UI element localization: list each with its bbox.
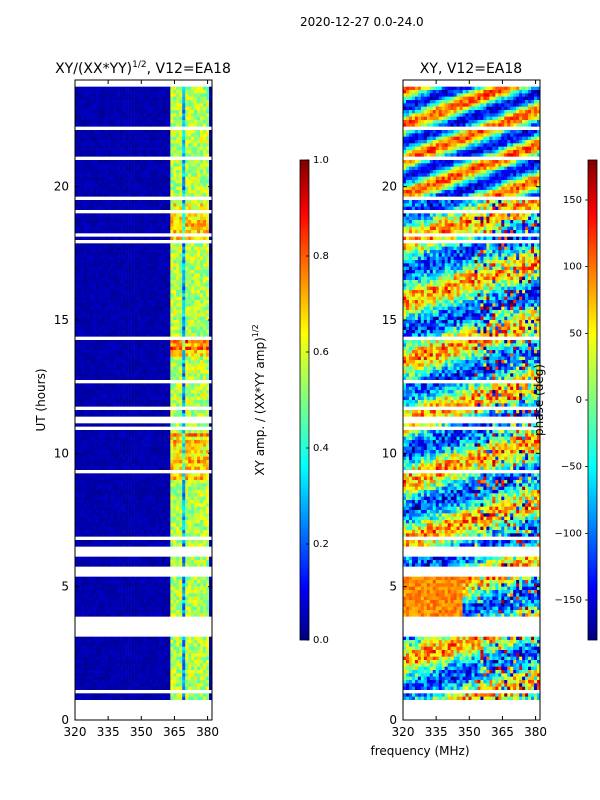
right-colorbar-tick-label: 50 [569,328,582,339]
right-colorbar-tick-label: −150 [555,595,582,606]
x-axis-label: frequency (MHz) [370,744,469,758]
right-y-tick-label: 20 [382,180,397,194]
left-x-tick-label: 350 [130,725,153,739]
left-y-tick-label: 0 [61,713,69,727]
left-x-tick-label: 380 [196,725,219,739]
right-heatmap [402,79,541,721]
left-colorbar-tick-label: 0.8 [313,251,329,262]
left-colorbar [299,159,310,641]
left-plot-frame [74,79,213,721]
right-y-tick-label: 0 [389,713,397,727]
right-colorbar [587,159,598,641]
right-x-tick-label: 380 [524,725,547,739]
left-y-tick-label: 15 [54,313,69,327]
left-colorbar-tick-label: 0.0 [313,635,329,646]
left-y-axis-label: UT (hours) [34,368,48,431]
right-y-tick-label: 5 [389,580,397,594]
right-x-tick-label: 320 [392,725,415,739]
left-colorbar-tick-label: 0.6 [313,347,329,358]
right-x-tick-label: 350 [458,725,481,739]
right-colorbar-tick-label: −50 [561,462,582,473]
page-title: 2020-12-27 0.0-24.0 [300,15,424,29]
left-y-tick-label: 10 [54,446,69,460]
left-colorbar-tick-label: 0.2 [313,539,329,550]
left-x-tick-label: 365 [163,725,186,739]
left-y-tick-label: 20 [54,180,69,194]
left-y-tick-label: 5 [61,580,69,594]
right-colorbar-tick-label: 150 [563,195,582,206]
right-colorbar-tick-label: 100 [563,262,582,273]
right-y-tick-label: 15 [382,313,397,327]
right-y-tick-label: 10 [382,446,397,460]
left-plot-title: XY/(XX*YY)1/2, V12=EA18 [55,60,231,77]
left-colorbar-tick-label: 0.4 [313,443,329,454]
right-colorbar-label: phase (deg) [532,364,546,436]
right-x-tick-label: 365 [491,725,514,739]
left-x-tick-label: 320 [64,725,87,739]
right-colorbar-tick-label: −100 [555,528,582,539]
right-colorbar-tick-label: 0 [576,395,582,406]
right-plot-title: XY, V12=EA18 [420,61,522,77]
left-colorbar-label: XY amp. / (XX*YY amp)1/2 [251,324,267,475]
right-plot-frame [402,79,541,721]
right-x-tick-label: 335 [425,725,448,739]
left-x-tick-label: 335 [97,725,120,739]
left-heatmap [74,79,213,721]
left-colorbar-tick-label: 1.0 [313,155,329,166]
